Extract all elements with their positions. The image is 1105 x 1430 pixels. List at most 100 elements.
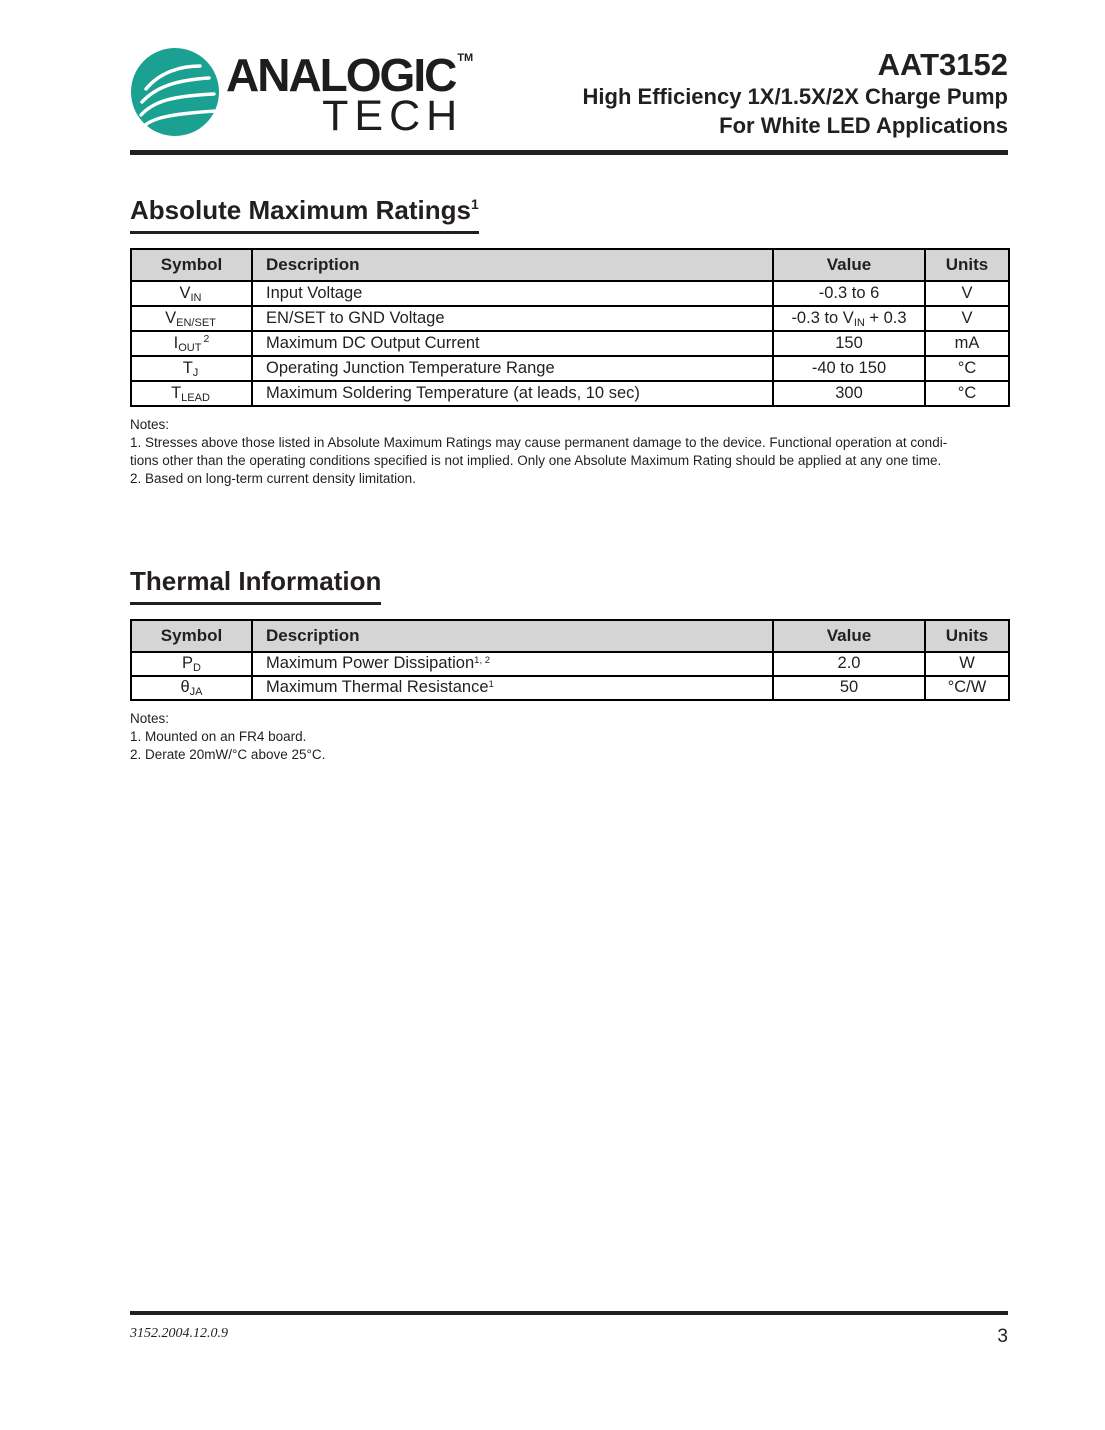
- amr-notes: Notes: 1. Stresses above those listed in…: [130, 416, 1008, 488]
- symbol-base: V: [179, 284, 191, 302]
- units-cell: V: [924, 280, 1010, 307]
- symbol-subscript: OUT: [178, 342, 202, 354]
- value-cell: 150: [772, 330, 926, 357]
- symbol-cell: PD: [130, 650, 253, 677]
- amr-col-symbol: Symbol: [130, 248, 253, 282]
- document-subtitle-line2: For White LED Applications: [719, 113, 1008, 139]
- symbol-base: T: [171, 384, 182, 402]
- table-row: VIN Input Voltage -0.3 to 6 V: [130, 280, 1010, 307]
- symbol-subscript: IN: [190, 292, 202, 304]
- note-2: 2. Derate 20mW/°C above 25°C.: [130, 746, 326, 762]
- amr-title-text: Absolute Maximum Ratings: [130, 195, 471, 225]
- symbol-superscript: 2: [203, 333, 210, 345]
- part-number: AAT3152: [877, 47, 1008, 82]
- description-cell: Input Voltage: [251, 280, 774, 307]
- symbol-subscript: J: [192, 367, 199, 379]
- document-revision-id: 3152.2004.12.0.9: [130, 1326, 228, 1341]
- page-footer: 3152.2004.12.0.9 3: [130, 1311, 1008, 1348]
- value-text: -0.3 to 6: [818, 283, 880, 302]
- amr-section-title: Absolute Maximum Ratings1: [130, 195, 479, 234]
- description-cell: Maximum Soldering Temperature (at leads,…: [251, 380, 774, 407]
- value-cell: 2.0: [772, 650, 926, 677]
- notes-label: Notes:: [130, 710, 170, 726]
- value-cell: 50: [772, 674, 926, 701]
- thermal-header-row: Symbol Description Value Units: [130, 618, 1010, 653]
- units-cell: °C: [924, 380, 1010, 407]
- description-text: Maximum Power Dissipation: [266, 654, 475, 673]
- value-text: -40 to 150: [811, 358, 887, 377]
- page-number: 3: [997, 1326, 1008, 1347]
- thermal-section-title: Thermal Information: [130, 566, 382, 605]
- footer-divider: [130, 1311, 1008, 1315]
- value-text-post: + 0.3: [864, 308, 907, 327]
- description-cell: Maximum Power Dissipation1, 2: [251, 650, 774, 677]
- note-1: 1. Stresses above those listed in Absolu…: [130, 434, 948, 468]
- footer-row: 3152.2004.12.0.9 3: [130, 1326, 1008, 1348]
- thermal-col-value: Value: [772, 618, 926, 653]
- thermal-col-description: Description: [251, 618, 774, 653]
- value-cell: -40 to 150: [772, 355, 926, 382]
- table-row: θJA Maximum Thermal Resistance1 50 °C/W: [130, 674, 1010, 701]
- units-cell: °C: [924, 355, 1010, 382]
- thermal-notes: Notes: 1. Mounted on an FR4 board. 2. De…: [130, 710, 1008, 764]
- document-title-block: AAT3152 High Efficiency 1X/1.5X/2X Charg…: [582, 47, 1008, 140]
- description-text: Maximum Soldering Temperature (at leads,…: [266, 384, 640, 402]
- amr-section: Absolute Maximum Ratings1: [130, 195, 1008, 234]
- thermal-section: Thermal Information: [130, 566, 1008, 605]
- amr-table: Symbol Description Value Units VIN Input…: [130, 248, 1010, 407]
- symbol-cell: VEN/SET: [130, 305, 253, 332]
- value-cell: -0.3 to VIN + 0.3: [772, 305, 926, 332]
- symbol-cell: TLEAD: [130, 380, 253, 407]
- page-content: ANALOGIC TM TECH AAT3152 High Efficiency …: [130, 0, 1010, 764]
- symbol-cell: θJA: [130, 674, 253, 701]
- amr-col-units: Units: [924, 248, 1010, 282]
- table-row: PD Maximum Power Dissipation1, 2 2.0 W: [130, 650, 1010, 677]
- symbol-base: I: [173, 334, 179, 352]
- symbol-base: V: [165, 309, 177, 327]
- thermal-col-units: Units: [924, 618, 1010, 653]
- symbol-base: θ: [180, 677, 190, 696]
- description-cell: Maximum DC Output Current: [251, 330, 774, 357]
- description-cell: Maximum Thermal Resistance1: [251, 674, 774, 701]
- symbol-cell: IOUT2: [130, 330, 253, 357]
- page-header: ANALOGIC TM TECH AAT3152 High Efficiency …: [130, 46, 1008, 143]
- thermal-table: Symbol Description Value Units PD Maximu…: [130, 618, 1010, 701]
- description-cell: EN/SET to GND Voltage: [251, 305, 774, 332]
- brand-analogic-text: ANALOGIC: [226, 49, 457, 101]
- analogictech-leaf-logo-icon: [130, 46, 222, 143]
- symbol-subscript: EN/SET: [176, 317, 216, 329]
- amr-col-description: Description: [251, 248, 774, 282]
- value-subscript: IN: [853, 316, 865, 329]
- table-row: TJ Operating Junction Temperature Range …: [130, 355, 1010, 382]
- value-cell: -0.3 to 6: [772, 280, 926, 307]
- units-cell: mA: [924, 330, 1010, 357]
- brand-name-bottom: TECH: [322, 91, 464, 140]
- symbol-subscript: JA: [189, 685, 203, 698]
- amr-title-footnote-ref: 1: [470, 196, 479, 212]
- note-2: 2. Based on long-term current density li…: [130, 470, 416, 486]
- value-text: 150: [835, 333, 863, 352]
- description-text: Operating Junction Temperature Range: [266, 359, 555, 377]
- brand-name-top: ANALOGIC TM: [226, 52, 474, 98]
- symbol-base: T: [182, 359, 193, 377]
- description-footnote-ref: 1: [488, 679, 494, 691]
- document-subtitle-line1: High Efficiency 1X/1.5X/2X Charge Pump: [582, 84, 1008, 110]
- table-row: VEN/SET EN/SET to GND Voltage -0.3 to VI…: [130, 305, 1010, 332]
- symbol-cell: VIN: [130, 280, 253, 307]
- header-divider: [130, 150, 1008, 155]
- units-cell: °C/W: [924, 674, 1010, 701]
- note-1: 1. Mounted on an FR4 board.: [130, 728, 307, 744]
- symbol-subscript: D: [193, 661, 201, 674]
- description-text: Maximum Thermal Resistance: [266, 678, 489, 697]
- units-cell: V: [924, 305, 1010, 332]
- value-text: 300: [835, 383, 863, 402]
- amr-col-value: Value: [772, 248, 926, 282]
- description-text: EN/SET to GND Voltage: [266, 309, 445, 327]
- description-text: Input Voltage: [266, 284, 363, 302]
- description-footnote-ref: 1, 2: [474, 655, 491, 667]
- symbol-subscript: LEAD: [181, 392, 210, 404]
- table-row: TLEAD Maximum Soldering Temperature (at …: [130, 380, 1010, 407]
- brand-wordmark: ANALOGIC TM TECH: [226, 52, 474, 140]
- trademark-symbol: TM: [457, 52, 474, 64]
